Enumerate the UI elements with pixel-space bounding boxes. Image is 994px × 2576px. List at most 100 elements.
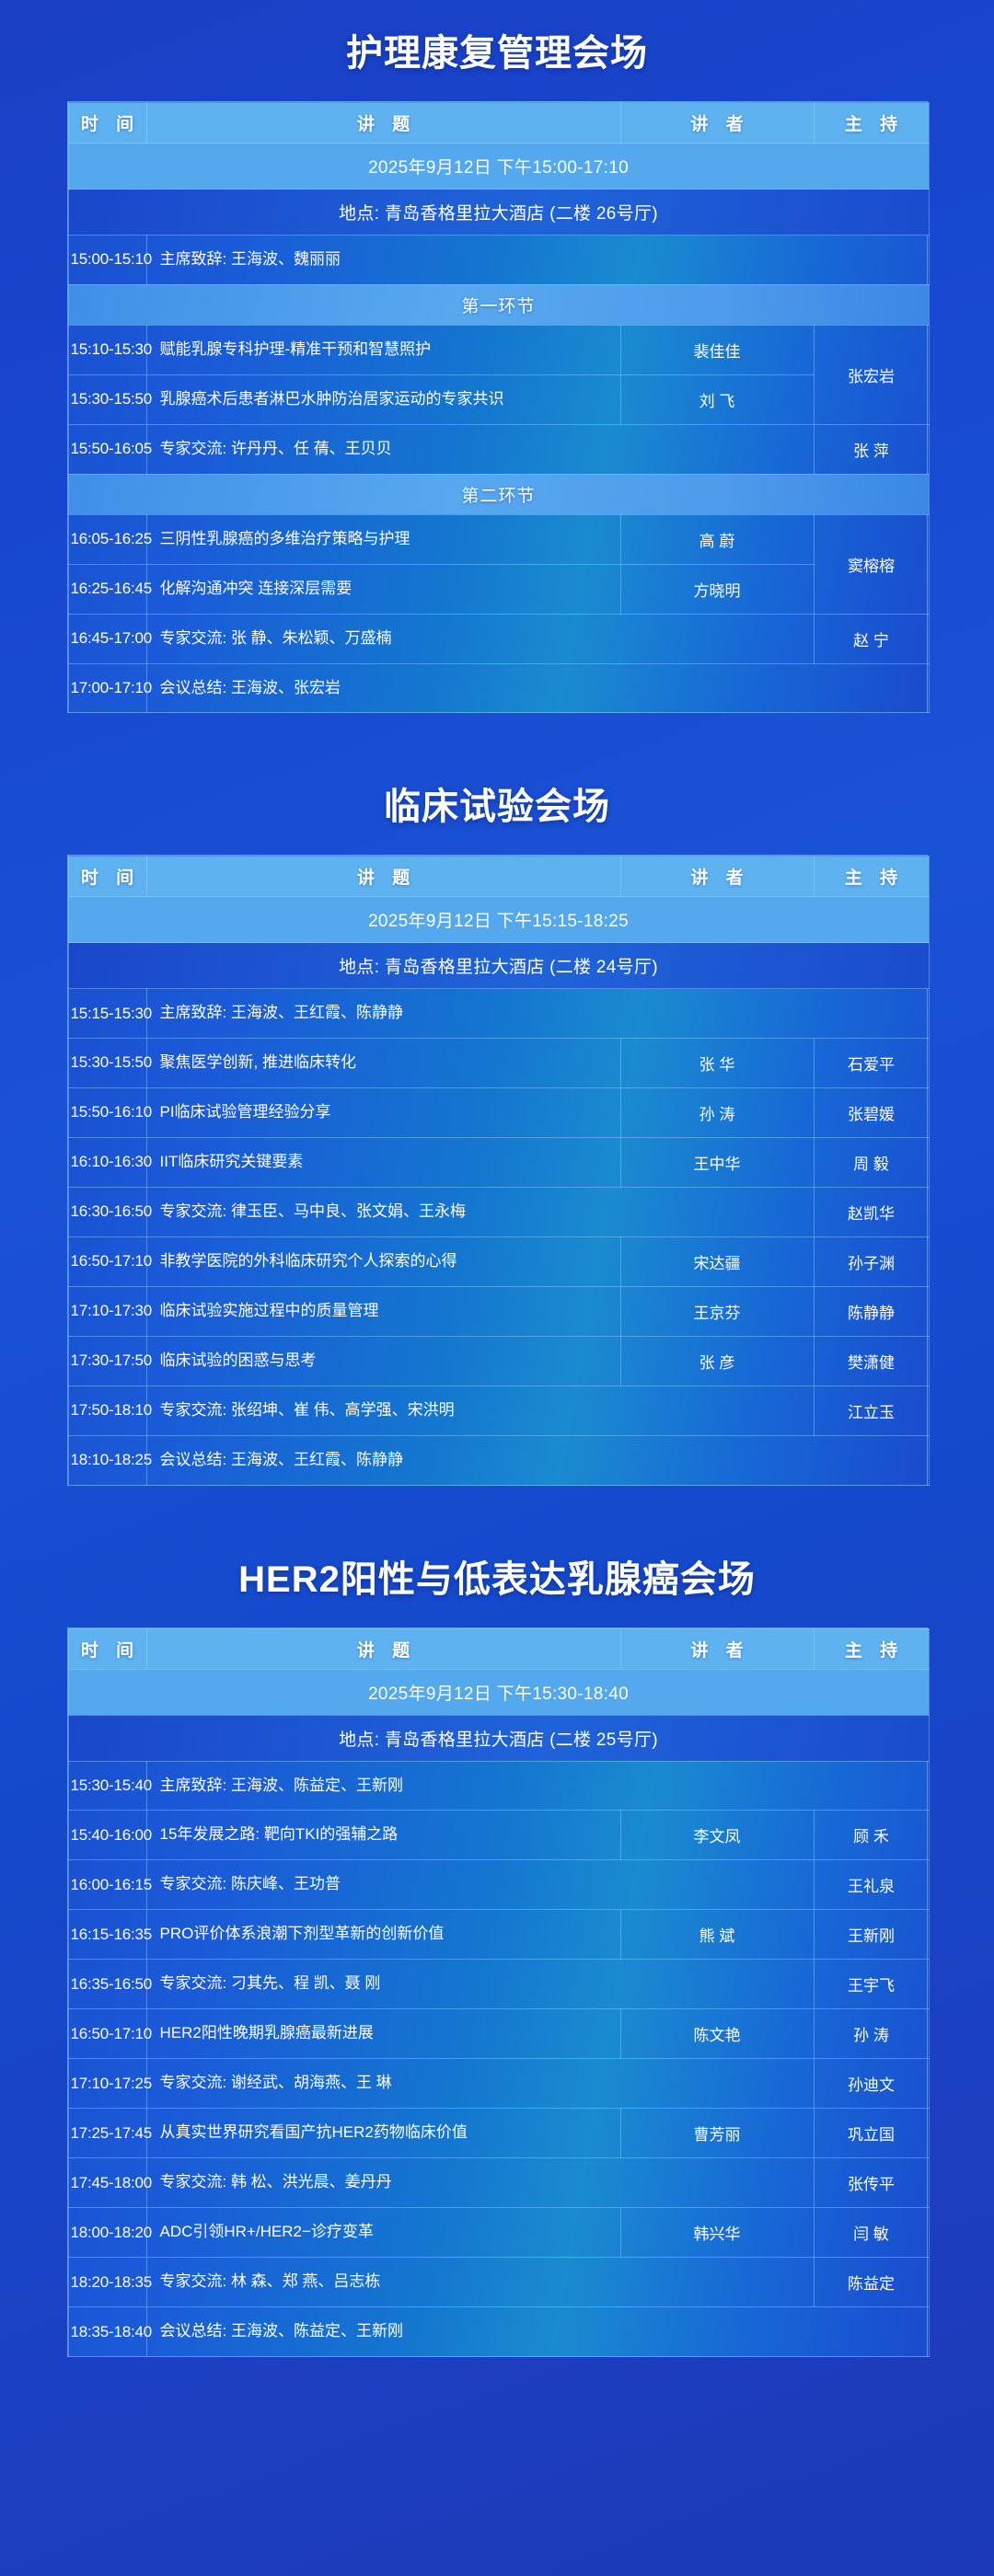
session-block: 临床试验会场时 间讲 题讲 者主 持 2025年9月12日 下午15:15-18:… [0, 713, 994, 1486]
cell-time: 18:35-18:40 [67, 2306, 152, 2357]
schedule-table: 时 间讲 题讲 者主 持 2025年9月12日 下午15:30-18:40 地点: … [67, 1627, 930, 2357]
cell-host: 陈静静 [813, 1285, 930, 1337]
cell-host: 周 毅 [813, 1136, 930, 1188]
cell-speaker: 熊 斌 [619, 1909, 815, 1961]
column-header-speaker: 讲 者 [619, 102, 815, 144]
table-row: 15:10-15:30 赋能乳腺专科护理-精准干预和智慧照护 裴佳佳 张宏岩 [67, 324, 930, 425]
session-place: 地点: 青岛香格里拉大酒店 (二楼 24号厅) [67, 942, 930, 990]
session-date: 2025年9月12日 下午15:30-18:40 [67, 1668, 930, 1716]
cell-time: 17:10-17:30 [67, 1285, 152, 1337]
cell-speaker: 曹芳丽 [619, 2108, 815, 2159]
cell-time: 15:50-16:05 [67, 423, 152, 475]
cell-host: 张宏岩 [813, 324, 930, 425]
cell-topic: 三阴性乳腺癌的多维治疗策略与护理 [145, 513, 621, 565]
cell-host: 巩立国 [813, 2108, 930, 2159]
cell-time: 16:45-17:00 [67, 613, 152, 664]
cell-time: 15:00-15:10 [67, 235, 152, 285]
session-place-row: 地点: 青岛香格里拉大酒店 (二楼 25号厅) [67, 1714, 930, 1762]
column-header-row: 时 间讲 题讲 者主 持 [67, 1627, 930, 1670]
cell-speaker: 刘 飞 [619, 374, 815, 425]
table-row: 17:30-17:50 临床试验的困惑与思考张 彦樊潇健 [67, 1335, 930, 1386]
session-block: 护理康复管理会场时 间讲 题讲 者主 持 2025年9月12日 下午15:00-1… [0, 0, 994, 714]
cell-topic: 非教学医院的外科临床研究个人探索的心得 [145, 1236, 621, 1287]
cell-host: 王新刚 [813, 1909, 930, 1961]
table-row: 16:50-17:10 HER2阳性晚期乳腺癌最新进展 陈文艳孙 涛 [67, 2008, 930, 2060]
column-header-row: 时 间讲 题讲 者主 持 [67, 856, 930, 898]
cell-topic: 临床试验实施过程中的质量管理 [145, 1285, 621, 1337]
cell-speaker: 方晓明 [619, 563, 815, 615]
cell-time: 17:45-18:00 [67, 2157, 152, 2209]
cell-host: 王宇飞 [813, 1959, 930, 2010]
column-header-row: 时 间讲 题讲 者主 持 [67, 102, 930, 144]
cell-speaker: 宋达疆 [619, 1236, 815, 1287]
cell-speaker: 孙 涛 [619, 1087, 815, 1138]
session-title: 临床试验会场 [384, 787, 610, 828]
cell-time: 17:25-17:45 [67, 2108, 152, 2159]
cell-topic: 专家交流: 许丹丹、任 蒨、王贝贝 [145, 423, 815, 475]
cell-topic: 化解沟通冲突 连接深层需要 [145, 563, 621, 615]
table-row: 17:00-17:10 会议总结: 王海波、张宏岩 [67, 662, 930, 714]
table-row: 16:35-16:50 专家交流: 刁其先、程 凯、聂 刚王宇飞 [67, 1959, 930, 2010]
cell-topic: 专家交流: 律玉臣、马中良、张文娟、王永梅 [145, 1186, 815, 1237]
table-row: 15:30-15:50 乳腺癌术后患者淋巴水肿防治居家运动的专家共识刘 飞 [67, 374, 929, 425]
cell-topic: 会议总结: 王海波、张宏岩 [145, 662, 930, 714]
column-header-topic: 讲 题 [145, 102, 621, 144]
cell-time: 16:25-16:45 [67, 563, 152, 615]
cell-topic: HER2阳性晚期乳腺癌最新进展 [145, 2008, 621, 2060]
cell-time: 16:35-16:50 [67, 1959, 152, 2010]
cell-topic: 会议总结: 王海波、陈益定、王新刚 [145, 2306, 930, 2357]
cell-host: 张 萍 [813, 423, 930, 475]
session-place-row: 地点: 青岛香格里拉大酒店 (二楼 26号厅) [67, 189, 930, 236]
cell-time: 16:15-16:35 [67, 1909, 152, 1961]
table-row: 15:15-15:30 主席致辞: 王海波、王红霞、陈静静 [67, 988, 930, 1039]
table-row: 15:40-16:00 15年发展之路: 靶向TKI的强辅之路 李文凤顾 禾 [67, 1810, 930, 1861]
table-row: 16:30-16:50 专家交流: 律玉臣、马中良、张文娟、王永梅 赵凯华 [67, 1186, 930, 1237]
cell-topic: 赋能乳腺专科护理-精准干预和智慧照护 [145, 324, 621, 375]
cell-host: 江立玉 [813, 1385, 930, 1436]
cell-time: 16:50-17:10 [67, 1236, 152, 1287]
cell-time: 15:50-16:10 [67, 1087, 152, 1138]
table-row: 16:05-16:25 三阴性乳腺癌的多维治疗策略与护理高 蔚窦榕榕 [67, 513, 930, 615]
cell-topic: 专家交流: 刁其先、程 凯、聂 刚 [145, 1959, 815, 2010]
table-row: 18:35-18:40 会议总结: 王海波、陈益定、王新刚 [67, 2306, 930, 2357]
schedule-table-wrapper: 时 间讲 题讲 者主 持 2025年9月12日 下午15:30-18:40 地点: … [66, 1627, 930, 2357]
cell-time: 16:10-16:30 [67, 1136, 152, 1188]
column-header-topic: 讲 题 [145, 856, 621, 898]
spacer [0, 75, 994, 101]
cell-speaker: 王京芬 [619, 1285, 815, 1337]
cell-topic: 专家交流: 韩 松、洪光晨、姜丹丹 [145, 2157, 815, 2209]
cell-host: 顾 禾 [813, 1810, 930, 1861]
table-row: 17:50-18:10 专家交流: 张绍坤、崔 伟、高学强、宋洪明 江立玉 [67, 1385, 930, 1436]
cell-time: 15:10-15:30 [67, 324, 152, 375]
cell-speaker: 韩兴华 [619, 2207, 815, 2259]
section-label: 第一环节 [67, 283, 930, 326]
cell-topic: 乳腺癌术后患者淋巴水肿防治居家运动的专家共识 [145, 374, 621, 425]
cell-time: 16:30-16:50 [67, 1186, 152, 1237]
table-row: 15:50-16:05 专家交流: 许丹丹、任 蒨、王贝贝张 萍 [67, 423, 930, 475]
schedule-table: 时 间讲 题讲 者主 持 2025年9月12日 下午15:00-17:10 地点: … [67, 102, 930, 714]
cell-topic: 临床试验的困惑与思考 [145, 1335, 621, 1386]
cell-time: 15:30-15:50 [67, 374, 152, 425]
column-header-host: 主 持 [813, 856, 930, 898]
section-label: 第二环节 [67, 473, 930, 515]
cell-time: 17:00-17:10 [67, 662, 152, 714]
cell-host: 闫 敏 [813, 2207, 930, 2259]
session-date-row: 2025年9月12日 下午15:30-18:40 [67, 1668, 930, 1716]
column-header-topic: 讲 题 [145, 1627, 621, 1670]
table-row: 16:15-16:35 PRO评价体系浪潮下剂型革新的创新价值熊 斌王新刚 [67, 1909, 930, 1961]
session-place-row: 地点: 青岛香格里拉大酒店 (二楼 24号厅) [67, 942, 930, 990]
cell-speaker: 高 蔚 [619, 513, 815, 565]
cell-host: 赵凯华 [813, 1186, 930, 1237]
cell-host: 孙迪文 [813, 2058, 930, 2110]
cell-time: 16:05-16:25 [67, 513, 152, 565]
cell-speaker: 李文凤 [619, 1810, 815, 1861]
cell-topic: PRO评价体系浪潮下剂型革新的创新价值 [145, 1909, 621, 1961]
cell-host: 王礼泉 [813, 1859, 930, 1911]
cell-speaker: 张 彦 [619, 1335, 815, 1386]
cell-topic: 专家交流: 陈庆峰、王功普 [145, 1859, 815, 1911]
cell-topic: 会议总结: 王海波、王红霞、陈静静 [145, 1434, 930, 1486]
cell-speaker: 王中华 [619, 1136, 815, 1188]
cell-topic: PI临床试验管理经验分享 [145, 1087, 621, 1138]
table-row: 15:00-15:10 主席致辞: 王海波、魏丽丽 [67, 235, 930, 285]
column-header-host: 主 持 [813, 102, 930, 144]
